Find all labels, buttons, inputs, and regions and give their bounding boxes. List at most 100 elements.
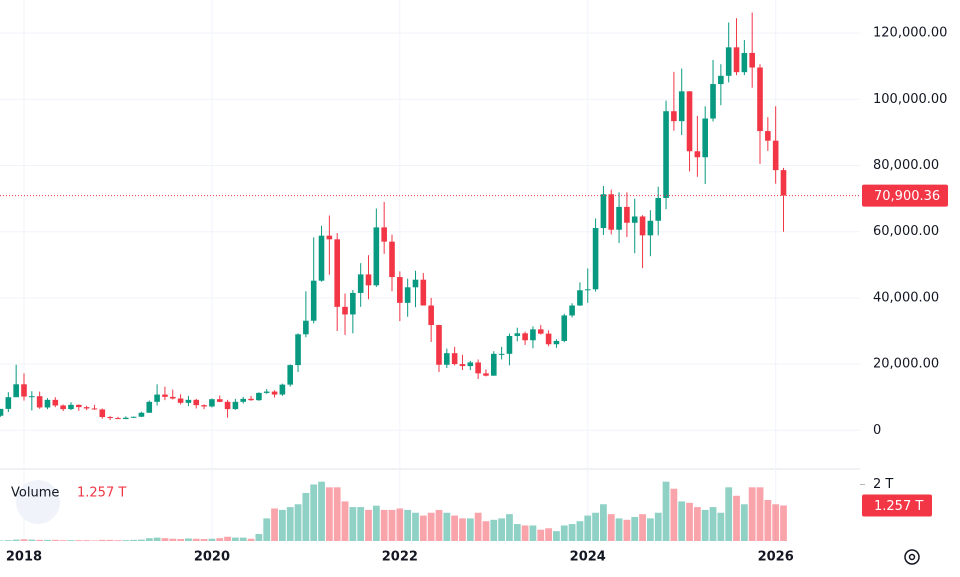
candle-body xyxy=(279,384,286,395)
volume-bar xyxy=(239,537,247,541)
volume-bar xyxy=(600,504,607,541)
volume-bar xyxy=(725,487,733,541)
volume-bar xyxy=(670,488,678,541)
y-tick-label: 20,000.00 xyxy=(873,357,939,372)
candle-body xyxy=(318,235,325,281)
candle-body xyxy=(451,353,458,365)
volume-bar xyxy=(365,509,372,541)
volume-bar xyxy=(717,512,725,541)
volume-bar xyxy=(709,507,717,541)
candle-body xyxy=(490,353,497,376)
volume-bar xyxy=(780,505,787,541)
candle-body xyxy=(162,394,168,397)
volume-bar xyxy=(67,540,75,541)
candle-body xyxy=(733,47,740,73)
volume-bar xyxy=(185,538,192,541)
volume-bar xyxy=(318,481,325,541)
candle-body xyxy=(193,399,200,406)
candle-body xyxy=(83,407,90,409)
volume-bar xyxy=(278,509,286,541)
candle-body xyxy=(741,52,748,73)
volume-bar xyxy=(4,540,12,541)
volume-bar xyxy=(271,508,278,541)
candle-body xyxy=(444,353,450,365)
candle-body xyxy=(686,91,693,152)
volume-bar xyxy=(459,518,466,541)
candle-body xyxy=(725,47,732,76)
candle-body xyxy=(459,364,466,367)
candle-body xyxy=(177,398,184,403)
volume-bar xyxy=(513,524,521,541)
candle-body xyxy=(122,417,129,420)
volume-bar xyxy=(20,539,28,541)
candle-body xyxy=(232,401,239,410)
volume-bar xyxy=(396,508,404,541)
candle-body xyxy=(780,170,787,196)
candle-body xyxy=(389,241,395,278)
x-tick-label: 2018 xyxy=(6,550,42,565)
volume-legend-name: Volume xyxy=(11,486,59,501)
y-tick-label: 0 xyxy=(873,423,881,438)
candle-body xyxy=(522,333,528,341)
volume-bar xyxy=(412,512,419,541)
candle-body xyxy=(295,334,301,366)
volume-bar xyxy=(224,536,231,541)
candle-body xyxy=(428,305,434,326)
volume-bar xyxy=(192,538,200,541)
volume-bar xyxy=(263,518,271,541)
volume-bar xyxy=(59,540,67,541)
volume-bar xyxy=(419,515,427,541)
volume-bar xyxy=(357,507,365,541)
volume-bar xyxy=(75,540,83,541)
candle-body xyxy=(561,315,568,341)
candle-body xyxy=(107,417,113,419)
candle-body xyxy=(412,279,419,288)
candle-body xyxy=(169,396,176,399)
volume-bar xyxy=(756,487,764,541)
candle-body xyxy=(146,401,153,413)
candle-body xyxy=(420,279,427,306)
y-tick-label: 100,000.00 xyxy=(873,92,947,107)
volume-bar xyxy=(545,528,552,541)
logo xyxy=(16,480,60,524)
candle-body xyxy=(631,216,638,223)
candle-body xyxy=(52,399,59,406)
candle-body xyxy=(616,206,622,230)
candle-body xyxy=(467,362,474,367)
volume-bar xyxy=(208,538,216,541)
candle-body xyxy=(287,365,294,385)
candle-body xyxy=(350,292,356,315)
candle-body xyxy=(29,396,35,398)
volume-bar xyxy=(28,539,36,541)
candle-body xyxy=(694,151,701,158)
candle-body xyxy=(671,111,677,122)
settings-icon[interactable] xyxy=(904,549,920,565)
candle-body xyxy=(248,398,254,401)
volume-bar xyxy=(161,538,169,541)
volume-bar xyxy=(748,487,756,541)
volume-bar xyxy=(764,500,772,541)
volume-legend-value: 1.257 T xyxy=(77,486,126,501)
volume-bar xyxy=(560,525,568,541)
volume-bar xyxy=(506,514,513,541)
candle-body xyxy=(553,340,560,345)
volume-bar xyxy=(138,539,145,541)
volume-bar xyxy=(592,512,599,541)
candle-body xyxy=(91,408,98,410)
candle-body xyxy=(130,416,137,418)
candle-body xyxy=(209,399,215,407)
candle-body xyxy=(718,75,724,85)
volume-bar xyxy=(404,509,412,541)
candle-body xyxy=(365,274,372,286)
volume-bar xyxy=(36,539,44,541)
y-tick-label: 120,000.00 xyxy=(873,26,947,41)
volume-bar xyxy=(615,518,623,541)
volume-bar xyxy=(521,525,529,541)
volume-bar xyxy=(553,531,560,541)
candle-body xyxy=(530,329,536,341)
candle-body xyxy=(36,396,43,408)
candle-body xyxy=(702,118,708,158)
volume-bar xyxy=(427,512,435,541)
candle-body xyxy=(710,84,716,119)
candle-body xyxy=(600,194,607,229)
